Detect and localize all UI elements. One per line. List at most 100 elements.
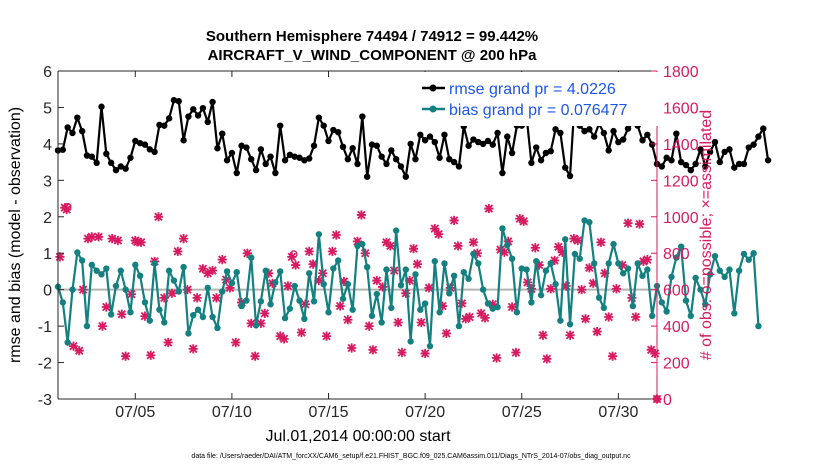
obs-assimilated-marker xyxy=(378,282,388,292)
bias-marker xyxy=(175,288,182,295)
bias-marker xyxy=(426,342,434,350)
obs-assimilated-marker xyxy=(296,327,307,338)
obs-assimilated-marker xyxy=(557,247,567,257)
obs-assimilated-marker xyxy=(638,256,649,267)
rmse-marker xyxy=(479,140,487,148)
bias-marker xyxy=(262,267,269,274)
obs-possible-marker xyxy=(63,202,72,211)
bias-marker xyxy=(412,271,419,278)
rmse-marker xyxy=(59,146,67,153)
rmse-marker xyxy=(296,154,303,161)
bias-marker xyxy=(407,338,414,345)
bias-marker xyxy=(726,266,733,273)
rmse-marker xyxy=(542,149,550,157)
obs-assimilated-marker xyxy=(335,301,345,311)
obs-assimilated-marker xyxy=(321,331,332,341)
bias-marker xyxy=(460,268,467,276)
bias-marker xyxy=(344,281,352,288)
bias-marker xyxy=(165,267,173,274)
bias-marker xyxy=(305,270,313,277)
rmse-marker xyxy=(475,138,482,146)
bias-marker xyxy=(668,273,675,281)
obs-assimilated-marker xyxy=(453,241,463,251)
rmse-marker xyxy=(668,157,675,164)
rmse-marker xyxy=(499,169,506,177)
bias-marker xyxy=(581,217,588,224)
bias-marker xyxy=(204,284,211,292)
bias-marker xyxy=(363,263,371,271)
bias-marker xyxy=(354,242,361,250)
bias-marker xyxy=(310,298,318,305)
bias-marker xyxy=(199,313,207,321)
bias-marker xyxy=(494,303,501,311)
rmse-marker xyxy=(557,129,564,137)
bias-marker xyxy=(479,286,487,293)
rmse-marker xyxy=(484,137,492,145)
obs-assimilated-marker xyxy=(173,246,183,256)
x-tick-label: 07/20 xyxy=(405,404,445,421)
rmse-marker xyxy=(354,160,361,168)
obs-assimilated-marker xyxy=(107,234,117,244)
bias-marker xyxy=(69,286,76,293)
obs-assimilated-marker xyxy=(420,348,430,359)
bias-marker xyxy=(83,322,91,330)
y-axis-label-left: rmse and bias (model - observation) xyxy=(7,107,24,363)
rmse-marker xyxy=(281,157,289,164)
bias-marker xyxy=(731,310,738,317)
bias-marker xyxy=(219,288,226,295)
rmse-marker xyxy=(238,142,245,149)
obs-assimilated-marker xyxy=(484,203,494,214)
obs-assimilated-marker xyxy=(231,337,241,348)
rmse-marker xyxy=(610,127,617,135)
rmse-marker xyxy=(165,115,173,122)
bias-marker xyxy=(402,266,410,273)
rmse-marker xyxy=(441,131,448,138)
rmse-marker xyxy=(740,160,748,168)
obs-assimilated-marker xyxy=(146,350,156,360)
bias-marker xyxy=(112,282,120,290)
bias-marker xyxy=(103,265,110,272)
bias-marker xyxy=(499,225,506,232)
bias-marker xyxy=(533,258,540,265)
rmse-marker xyxy=(639,137,646,144)
obs-assimilated-marker xyxy=(534,260,544,270)
obs-assimilated-marker xyxy=(408,244,419,254)
obs-assimilated-marker xyxy=(561,281,571,291)
rmse-marker xyxy=(233,169,240,177)
bias-marker xyxy=(146,317,153,324)
rmse-marker xyxy=(277,122,284,129)
rmse-marker xyxy=(755,133,762,140)
rmse-marker xyxy=(735,160,743,168)
rmse-marker xyxy=(315,114,323,121)
rmse-marker xyxy=(141,141,149,148)
bias-marker xyxy=(508,255,516,262)
bias-marker xyxy=(586,219,593,226)
chart-subtitle: AIRCRAFT_V_WIND_COMPONENT @ 200 hPa xyxy=(208,47,538,64)
obs-assimilated-marker xyxy=(117,309,127,319)
obs-assimilated-marker xyxy=(526,284,537,294)
rmse-marker xyxy=(132,137,139,145)
bias-marker xyxy=(436,309,443,316)
rmse-marker xyxy=(687,166,695,174)
bias-marker xyxy=(248,254,255,261)
bias-marker xyxy=(595,294,603,301)
bias-marker xyxy=(170,277,178,284)
obs-assimilated-marker xyxy=(617,260,627,270)
obs-assimilated-marker xyxy=(198,264,208,274)
rmse-marker xyxy=(731,164,738,171)
obs-assimilated-marker xyxy=(167,288,177,298)
obs-assimilated-marker xyxy=(468,237,479,247)
obs-assimilated-marker xyxy=(449,215,459,226)
bias-marker xyxy=(59,299,67,306)
obs-assimilated-marker xyxy=(623,218,633,228)
rmse-marker xyxy=(64,124,71,131)
obs-assimilated-marker xyxy=(588,278,598,288)
bias-marker xyxy=(542,267,550,274)
rmse-marker xyxy=(305,155,313,162)
rmse-marker xyxy=(88,153,96,160)
bias-marker xyxy=(591,260,598,267)
rmse-marker xyxy=(711,138,719,146)
rmse-marker xyxy=(383,160,390,168)
rmse-marker xyxy=(286,151,294,159)
